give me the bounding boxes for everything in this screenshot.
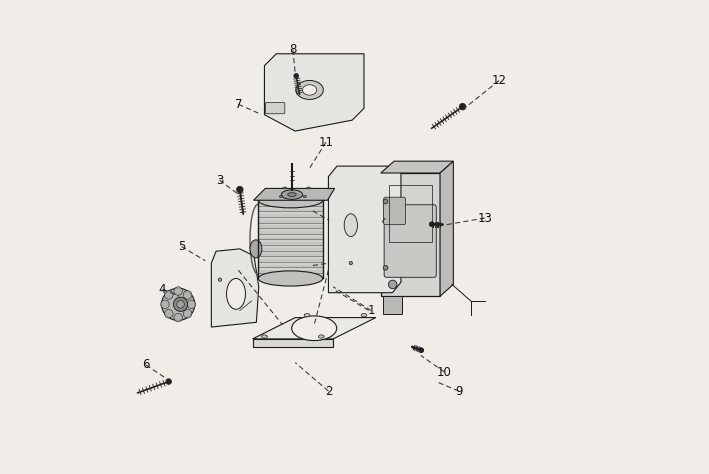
Text: 6: 6 xyxy=(143,358,150,372)
Ellipse shape xyxy=(459,103,466,110)
Polygon shape xyxy=(254,188,335,200)
Ellipse shape xyxy=(294,73,298,78)
Text: 3: 3 xyxy=(216,173,223,187)
Polygon shape xyxy=(252,339,333,347)
Ellipse shape xyxy=(303,196,306,197)
Ellipse shape xyxy=(344,214,357,237)
Polygon shape xyxy=(328,166,401,292)
Ellipse shape xyxy=(304,314,310,317)
Ellipse shape xyxy=(177,301,184,308)
Ellipse shape xyxy=(162,288,195,320)
Polygon shape xyxy=(211,249,259,327)
Text: 11: 11 xyxy=(318,136,333,149)
Ellipse shape xyxy=(237,186,243,193)
Text: 2: 2 xyxy=(325,384,333,398)
Polygon shape xyxy=(264,54,364,131)
Ellipse shape xyxy=(174,287,182,295)
Ellipse shape xyxy=(262,335,267,338)
Ellipse shape xyxy=(296,81,323,100)
FancyBboxPatch shape xyxy=(258,259,323,262)
Ellipse shape xyxy=(281,190,303,200)
Ellipse shape xyxy=(306,187,311,189)
Ellipse shape xyxy=(184,291,192,299)
Ellipse shape xyxy=(303,85,317,95)
FancyBboxPatch shape xyxy=(258,264,323,267)
Text: 1: 1 xyxy=(367,304,375,317)
Ellipse shape xyxy=(218,278,221,282)
FancyBboxPatch shape xyxy=(258,276,323,279)
Ellipse shape xyxy=(187,300,196,309)
Ellipse shape xyxy=(291,316,337,341)
Ellipse shape xyxy=(258,192,323,208)
Ellipse shape xyxy=(258,271,323,286)
Ellipse shape xyxy=(318,335,324,338)
Ellipse shape xyxy=(279,196,283,197)
Ellipse shape xyxy=(283,187,286,189)
Text: 5: 5 xyxy=(178,240,185,253)
Text: 9: 9 xyxy=(455,384,462,398)
Text: 4: 4 xyxy=(159,283,167,296)
Ellipse shape xyxy=(430,222,434,227)
Ellipse shape xyxy=(349,262,352,264)
FancyBboxPatch shape xyxy=(258,231,323,234)
Ellipse shape xyxy=(164,310,173,318)
Ellipse shape xyxy=(164,291,173,299)
FancyBboxPatch shape xyxy=(384,197,406,225)
Ellipse shape xyxy=(389,280,397,289)
Ellipse shape xyxy=(250,240,262,258)
FancyBboxPatch shape xyxy=(258,248,323,251)
Ellipse shape xyxy=(161,300,169,309)
Text: 7: 7 xyxy=(235,98,242,111)
Ellipse shape xyxy=(174,313,182,322)
Polygon shape xyxy=(440,161,453,296)
Text: 10: 10 xyxy=(437,365,452,379)
FancyBboxPatch shape xyxy=(258,242,323,245)
Polygon shape xyxy=(252,318,376,339)
FancyBboxPatch shape xyxy=(265,102,285,114)
Ellipse shape xyxy=(226,279,245,310)
FancyBboxPatch shape xyxy=(258,214,323,217)
Ellipse shape xyxy=(184,310,192,318)
FancyBboxPatch shape xyxy=(258,209,323,211)
Text: 8: 8 xyxy=(289,43,296,56)
FancyBboxPatch shape xyxy=(258,237,323,239)
Ellipse shape xyxy=(419,348,423,352)
Text: 13: 13 xyxy=(477,211,492,225)
Text: 12: 12 xyxy=(491,74,506,87)
FancyBboxPatch shape xyxy=(258,200,323,279)
Ellipse shape xyxy=(166,379,172,384)
Ellipse shape xyxy=(361,314,367,317)
Ellipse shape xyxy=(174,297,188,311)
FancyBboxPatch shape xyxy=(258,253,323,256)
Ellipse shape xyxy=(383,199,388,204)
FancyBboxPatch shape xyxy=(258,270,323,273)
FancyBboxPatch shape xyxy=(258,220,323,223)
Polygon shape xyxy=(381,161,453,173)
FancyBboxPatch shape xyxy=(258,226,323,228)
Polygon shape xyxy=(381,173,440,296)
FancyBboxPatch shape xyxy=(258,203,323,206)
Ellipse shape xyxy=(288,192,296,197)
FancyBboxPatch shape xyxy=(384,205,436,277)
Polygon shape xyxy=(383,296,402,314)
Ellipse shape xyxy=(383,265,388,270)
